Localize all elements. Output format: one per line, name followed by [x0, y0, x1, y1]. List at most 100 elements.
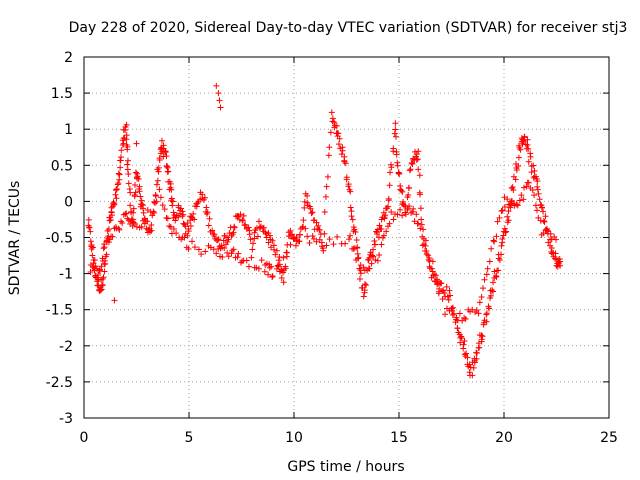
data-point: [276, 254, 283, 261]
data-points: [85, 82, 564, 379]
data-point: [382, 212, 389, 219]
data-point: [542, 213, 549, 220]
data-point: [490, 237, 497, 244]
data-point: [287, 227, 294, 234]
data-point: [368, 252, 375, 259]
data-point: [219, 254, 226, 261]
data-point: [338, 151, 345, 158]
data-point: [386, 182, 393, 189]
y-tick-label: -2: [59, 339, 73, 355]
data-point: [122, 211, 129, 218]
data-point: [509, 184, 516, 191]
data-point: [505, 208, 512, 215]
data-point: [263, 234, 270, 241]
data-point: [125, 180, 132, 187]
y-tick-label: 0.5: [51, 158, 73, 174]
data-point: [127, 189, 134, 196]
data-point: [269, 237, 276, 244]
data-point: [439, 295, 446, 302]
data-point: [179, 213, 186, 220]
data-point: [457, 339, 464, 346]
data-point: [478, 294, 485, 301]
data-point: [415, 220, 422, 227]
data-point: [163, 214, 170, 221]
data-point: [243, 257, 250, 264]
data-point: [552, 250, 559, 257]
data-point: [98, 282, 105, 289]
data-point: [202, 248, 209, 255]
data-point: [294, 237, 301, 244]
data-point: [336, 135, 343, 142]
data-point: [255, 265, 262, 272]
data-point: [201, 194, 208, 201]
data-point: [89, 252, 96, 259]
data-point: [168, 195, 175, 202]
data-point: [94, 272, 101, 279]
data-point: [213, 82, 220, 89]
data-point: [402, 209, 409, 216]
data-point: [417, 191, 424, 198]
data-point: [333, 122, 340, 129]
data-point: [193, 203, 200, 210]
data-point: [213, 250, 220, 257]
data-point: [381, 215, 388, 222]
data-point: [473, 307, 480, 314]
data-point: [360, 293, 367, 300]
data-point: [388, 164, 395, 171]
data-point: [307, 205, 314, 212]
data-point: [490, 288, 497, 295]
data-point: [346, 236, 353, 243]
data-point: [498, 242, 505, 249]
data-point: [443, 283, 450, 290]
data-point: [118, 154, 125, 161]
data-point: [370, 253, 377, 260]
data-point: [258, 257, 265, 264]
y-tick-label: -1: [59, 267, 73, 283]
data-point: [304, 199, 311, 206]
data-point: [417, 225, 424, 232]
data-point: [173, 230, 180, 237]
data-point: [531, 167, 538, 174]
data-point: [189, 238, 196, 245]
data-point: [495, 255, 502, 262]
x-tick-label: 10: [285, 430, 303, 446]
data-point: [124, 157, 131, 164]
data-point: [225, 236, 232, 243]
data-point: [175, 213, 182, 220]
data-point: [373, 229, 380, 236]
data-point: [347, 232, 354, 239]
data-point: [161, 206, 168, 213]
data-point: [326, 144, 333, 151]
data-point: [240, 212, 247, 219]
data-point: [418, 221, 425, 228]
data-point: [342, 160, 349, 167]
data-point: [557, 262, 564, 269]
data-point: [406, 167, 413, 174]
data-point: [441, 289, 448, 296]
data-point: [130, 209, 137, 216]
data-point: [334, 233, 341, 240]
data-point: [315, 222, 322, 229]
data-point: [115, 170, 122, 177]
data-point: [486, 305, 493, 312]
data-point: [330, 241, 337, 248]
data-point: [429, 268, 436, 275]
data-point: [195, 246, 202, 253]
data-point: [316, 236, 323, 243]
data-point: [91, 256, 98, 263]
data-point: [209, 227, 216, 234]
data-point: [247, 236, 254, 243]
data-point: [456, 310, 463, 317]
y-tick-label: 2: [64, 50, 73, 66]
data-point: [483, 271, 490, 278]
data-point: [106, 236, 113, 243]
data-point: [395, 169, 402, 176]
data-point: [276, 261, 283, 268]
data-point: [470, 364, 477, 371]
data-point: [125, 217, 132, 224]
data-point: [87, 228, 94, 235]
data-point: [164, 215, 171, 222]
data-point: [392, 120, 399, 127]
data-point: [116, 226, 123, 233]
data-point: [101, 244, 108, 251]
